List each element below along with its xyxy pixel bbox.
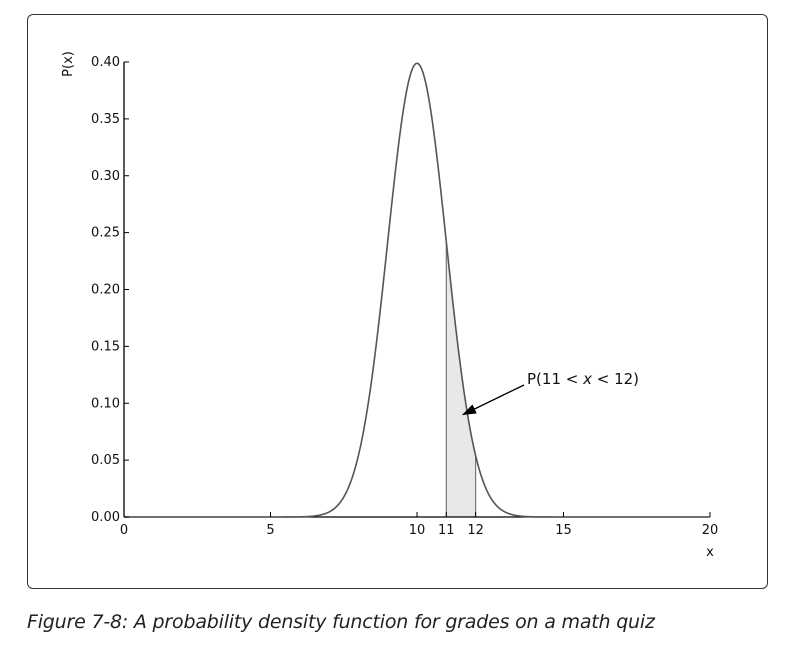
x-tick-label: 20 bbox=[702, 523, 719, 538]
x-tick-label: 5 bbox=[266, 523, 274, 538]
y-tick-label: 0.40 bbox=[91, 55, 120, 70]
x-tick-label: 10 bbox=[409, 523, 426, 538]
annotation-part: < 12) bbox=[592, 370, 639, 388]
y-tick-label: 0.25 bbox=[91, 226, 120, 241]
annotation-part: P(11 < bbox=[527, 370, 578, 388]
annotation-label: P(11 < x < 12) bbox=[527, 370, 639, 388]
figure-frame bbox=[27, 14, 768, 589]
pdf-chart: 0.00 0.05 0.10 0.15 0.20 0.25 0.30 0.35 0.40 0 5 10… bbox=[61, 51, 719, 560]
y-tick-label: 0.00 bbox=[91, 510, 120, 525]
x-tick-label: 12 bbox=[467, 523, 484, 538]
x-tick-label: 0 bbox=[120, 523, 128, 538]
y-tick-label: 0.15 bbox=[91, 339, 120, 354]
annotation-part: x bbox=[578, 370, 592, 388]
y-tick-label: 0.10 bbox=[91, 396, 120, 411]
y-tick-label: 0.35 bbox=[91, 112, 120, 127]
figure-caption: Figure 7-8: A probability density functi… bbox=[27, 611, 655, 633]
y-axis-label: P(x) bbox=[61, 51, 76, 77]
y-tick-label: 0.20 bbox=[91, 283, 120, 298]
annotation-arrow bbox=[462, 384, 525, 416]
y-tick-label: 0.05 bbox=[91, 453, 120, 468]
y-tick-label: 0.30 bbox=[91, 169, 120, 184]
x-tick-label: 11 bbox=[438, 523, 455, 538]
x-axis-label: x bbox=[706, 545, 714, 560]
x-tick-label: 15 bbox=[555, 523, 572, 538]
pdf-curve bbox=[124, 62, 710, 518]
